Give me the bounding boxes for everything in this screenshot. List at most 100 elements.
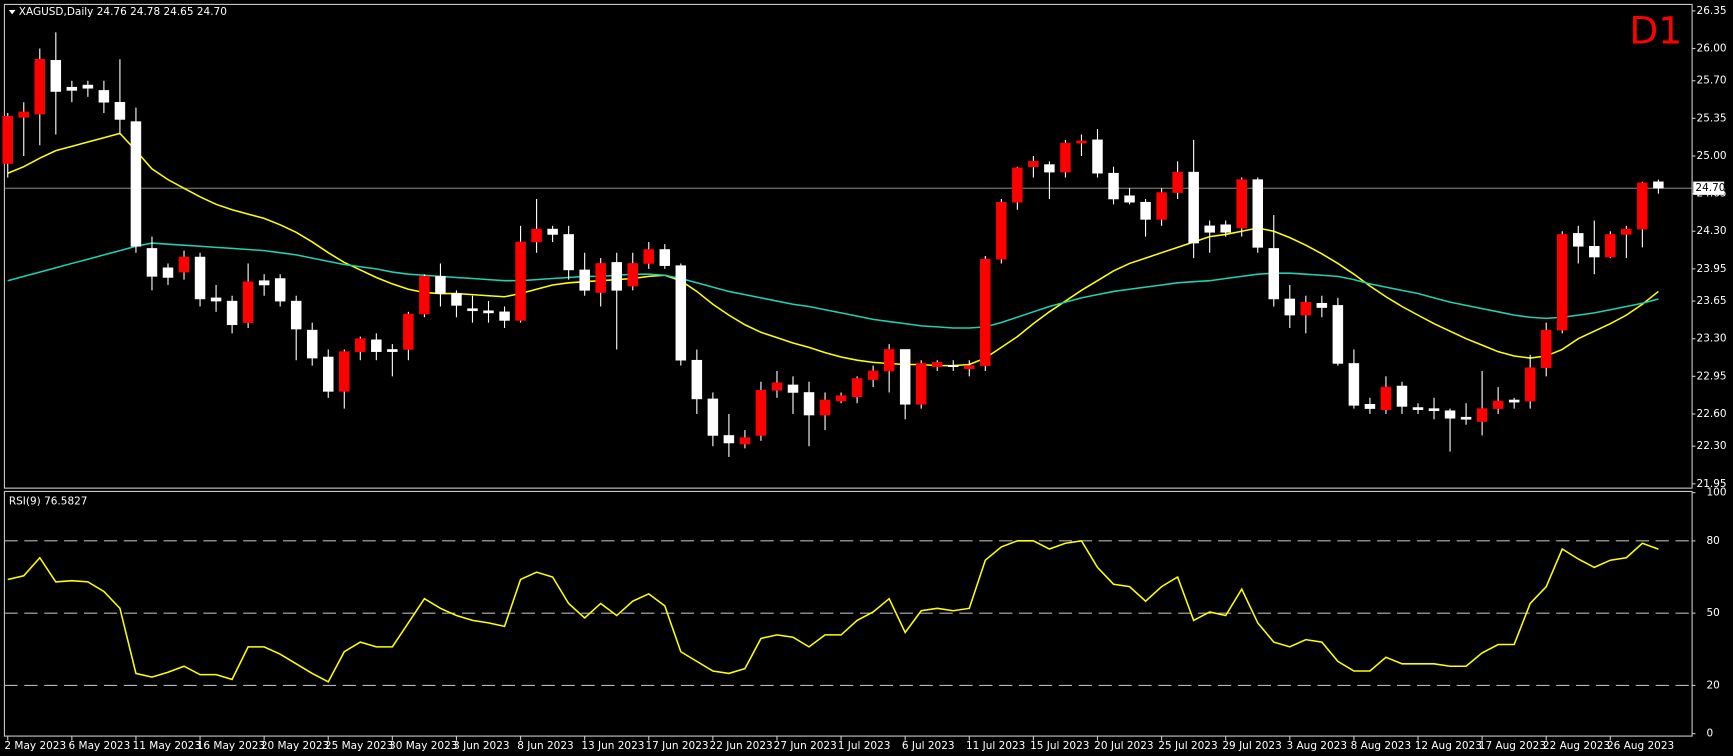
candle-body bbox=[435, 276, 446, 294]
y-tick-label: 23.65 bbox=[1697, 295, 1727, 307]
candle-body bbox=[755, 390, 767, 436]
candle-body bbox=[899, 349, 911, 405]
candle-body bbox=[883, 349, 895, 372]
candle-body bbox=[178, 256, 190, 273]
x-tick-label: 20 May 2023 bbox=[261, 740, 329, 752]
candle-body bbox=[82, 84, 94, 89]
candle-body bbox=[1172, 171, 1183, 193]
x-tick-label: 22 Aug 2023 bbox=[1543, 740, 1610, 752]
rsi-header: RSI(9) 76.5827 bbox=[9, 495, 88, 507]
candle-body bbox=[355, 338, 366, 352]
candle-body bbox=[948, 365, 959, 367]
y-tick-label: 23.95 bbox=[1697, 263, 1727, 275]
candle-body bbox=[595, 263, 606, 293]
candle-body bbox=[1524, 367, 1536, 402]
candle-body bbox=[1268, 248, 1280, 300]
candle-body bbox=[1220, 224, 1231, 233]
candle-body bbox=[306, 329, 318, 359]
candle-body bbox=[387, 349, 398, 352]
moving-average bbox=[7, 242, 1659, 329]
y-tick-label: 26.00 bbox=[1697, 42, 1727, 54]
x-tick-label: 26 Aug 2023 bbox=[1607, 740, 1674, 752]
candle-body bbox=[1076, 140, 1087, 144]
y-tick-label: 23.30 bbox=[1697, 333, 1727, 345]
candle-body bbox=[2, 115, 13, 164]
candle-body bbox=[130, 121, 142, 247]
y-tick-label: 21.95 bbox=[1697, 478, 1727, 490]
candle-body bbox=[1028, 161, 1039, 168]
x-tick-label: 8 Jun 2023 bbox=[517, 740, 573, 752]
candle-body bbox=[1573, 233, 1584, 247]
x-tick-label: 2 May 2023 bbox=[4, 740, 66, 752]
candle-body bbox=[611, 262, 622, 291]
x-tick-label: 6 Jul 2023 bbox=[902, 740, 955, 752]
candle-body bbox=[483, 310, 494, 314]
candle-body bbox=[34, 58, 46, 115]
candle-body bbox=[162, 267, 174, 278]
candle-body bbox=[867, 370, 879, 380]
candle-body bbox=[1252, 179, 1264, 248]
menu-triangle bbox=[8, 9, 16, 15]
moving-average bbox=[7, 132, 1659, 367]
candle-body bbox=[18, 111, 30, 118]
candle-body bbox=[146, 248, 158, 277]
candle-body bbox=[659, 249, 671, 266]
candle-body bbox=[980, 258, 991, 366]
candle-body bbox=[467, 308, 478, 312]
candle-body bbox=[1236, 179, 1247, 229]
candle-body bbox=[1204, 225, 1215, 233]
candle-body bbox=[835, 395, 847, 402]
candle-body bbox=[563, 234, 574, 271]
candle-body bbox=[419, 276, 430, 315]
symbol-header: XAGUSD,Daily 24.76 24.78 24.65 24.70 bbox=[19, 6, 227, 18]
candle-body bbox=[915, 363, 927, 405]
x-tick-label: 1 Jul 2023 bbox=[838, 740, 891, 752]
candle-body bbox=[771, 382, 783, 391]
candle-body bbox=[579, 269, 590, 291]
candle-body bbox=[691, 359, 703, 400]
candle-body bbox=[1556, 234, 1568, 331]
x-tick-label: 6 May 2023 bbox=[69, 740, 131, 752]
x-tick-label: 29 Jul 2023 bbox=[1222, 740, 1281, 752]
candle-body bbox=[1589, 246, 1600, 258]
candle-body bbox=[258, 280, 270, 286]
x-tick-label: 13 Jun 2023 bbox=[581, 740, 644, 752]
candle-body bbox=[643, 249, 655, 264]
x-tick-label: 11 May 2023 bbox=[133, 740, 201, 752]
y-tick-label: 25.35 bbox=[1697, 112, 1727, 124]
candle-body bbox=[1380, 386, 1392, 410]
candle-body bbox=[1460, 416, 1472, 420]
candle-body bbox=[819, 399, 831, 416]
candle-body bbox=[1637, 182, 1648, 230]
candle-body bbox=[1444, 410, 1456, 419]
candle-body bbox=[803, 392, 815, 416]
candle-body bbox=[1300, 301, 1312, 316]
candle-body bbox=[226, 300, 238, 326]
candle-body bbox=[114, 101, 126, 120]
candle-body bbox=[1348, 363, 1360, 406]
candle-body bbox=[1653, 181, 1664, 189]
candle-body bbox=[1508, 399, 1520, 403]
x-tick-label: 20 Jul 2023 bbox=[1094, 740, 1153, 752]
y-tick-label: 22.95 bbox=[1697, 370, 1727, 382]
candle-body bbox=[531, 228, 542, 243]
candle-body bbox=[451, 293, 462, 306]
x-tick-label: 12 Aug 2023 bbox=[1415, 740, 1482, 752]
candle-body bbox=[675, 265, 687, 361]
candle-body bbox=[851, 378, 863, 398]
y-tick-label: 26.35 bbox=[1697, 5, 1727, 17]
candle-body bbox=[723, 435, 735, 444]
candle-body bbox=[1396, 385, 1408, 407]
y-tick-label: 22.30 bbox=[1697, 440, 1727, 452]
candle-body bbox=[707, 398, 719, 436]
candle-body bbox=[1605, 234, 1616, 258]
candle-body bbox=[1124, 195, 1135, 203]
candle-body bbox=[1332, 305, 1344, 364]
x-tick-label: 8 Aug 2023 bbox=[1351, 740, 1412, 752]
candle-body bbox=[1316, 302, 1328, 308]
candle-body bbox=[1412, 407, 1424, 410]
y-tick-label: 20 bbox=[1706, 679, 1719, 691]
candle-body bbox=[323, 356, 334, 392]
